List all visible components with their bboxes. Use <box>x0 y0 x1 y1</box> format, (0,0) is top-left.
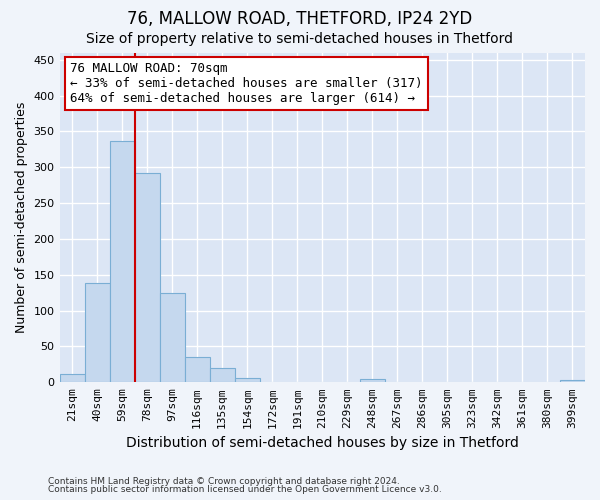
Bar <box>134 173 160 382</box>
Bar <box>160 294 185 382</box>
Bar <box>360 378 385 382</box>
Bar <box>59 374 85 382</box>
X-axis label: Distribution of semi-detached houses by size in Thetford: Distribution of semi-detached houses by … <box>126 436 519 450</box>
Text: Contains HM Land Registry data © Crown copyright and database right 2024.: Contains HM Land Registry data © Crown c… <box>48 477 400 486</box>
Bar <box>85 284 110 382</box>
Bar <box>235 378 260 382</box>
Y-axis label: Number of semi-detached properties: Number of semi-detached properties <box>15 102 28 333</box>
Bar <box>209 368 235 382</box>
Text: Size of property relative to semi-detached houses in Thetford: Size of property relative to semi-detach… <box>86 32 514 46</box>
Bar <box>110 140 134 382</box>
Bar <box>185 357 209 382</box>
Bar <box>560 380 585 382</box>
Text: 76 MALLOW ROAD: 70sqm
← 33% of semi-detached houses are smaller (317)
64% of sem: 76 MALLOW ROAD: 70sqm ← 33% of semi-deta… <box>70 62 422 106</box>
Text: Contains public sector information licensed under the Open Government Licence v3: Contains public sector information licen… <box>48 485 442 494</box>
Text: 76, MALLOW ROAD, THETFORD, IP24 2YD: 76, MALLOW ROAD, THETFORD, IP24 2YD <box>127 10 473 28</box>
